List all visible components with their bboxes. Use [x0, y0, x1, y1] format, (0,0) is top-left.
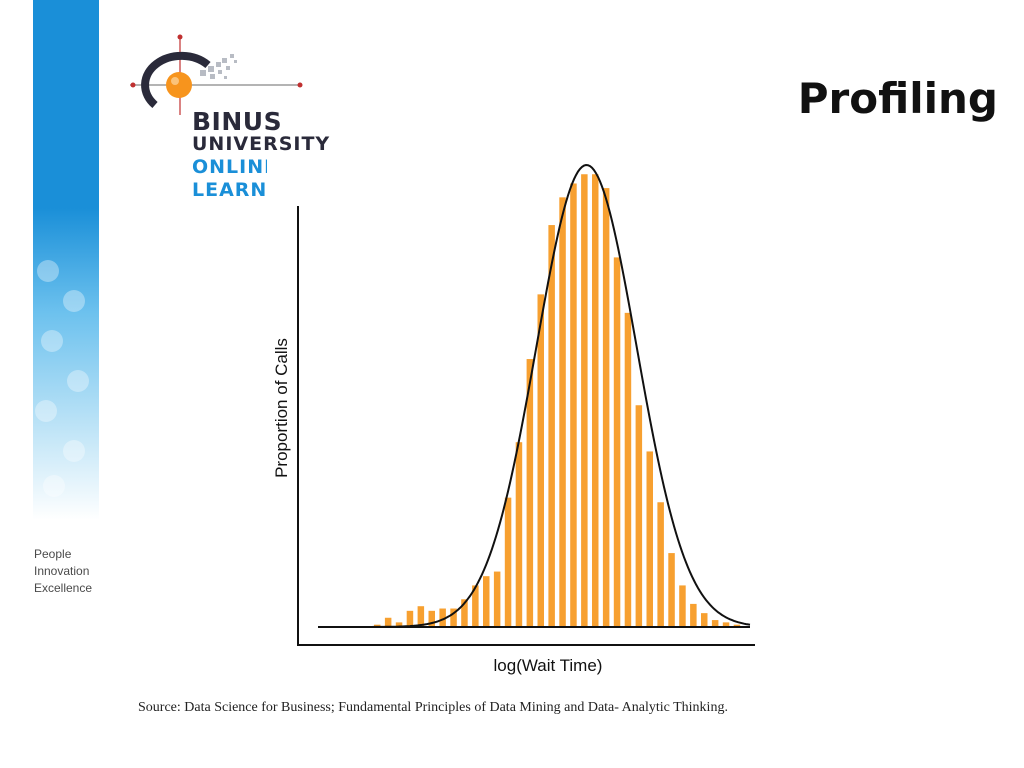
logo-binus: BINUS — [192, 107, 283, 136]
source-citation: Source: Data Science for Business; Funda… — [138, 700, 728, 716]
histogram-bar — [374, 624, 381, 627]
histogram-bar — [493, 571, 501, 627]
histogram-bar — [515, 442, 523, 627]
tagline-excellence: Excellence — [34, 581, 93, 595]
histogram-bar — [668, 553, 675, 627]
x-axis-label: log(Wait Time) — [494, 656, 603, 675]
histogram-bar — [395, 622, 403, 627]
histogram-bar — [722, 622, 730, 627]
brand-tagline: People Innovation Excellence — [34, 546, 92, 597]
histogram-bar — [581, 174, 588, 628]
histogram-bar — [406, 610, 414, 627]
binus-logo-icon — [130, 34, 303, 115]
y-axis-label: Proportion of Calls — [272, 338, 291, 478]
histogram-bar — [548, 225, 555, 627]
brand-stripe — [33, 0, 99, 520]
tagline-innovation: Innovation — [34, 564, 90, 578]
histogram-bar — [439, 608, 446, 627]
histogram-bar — [417, 606, 425, 627]
histogram-bar — [624, 312, 632, 627]
histogram-bar — [483, 576, 490, 627]
histogram-bar — [504, 497, 512, 627]
source-text: Data Science for Business; Fundamental P… — [180, 700, 728, 715]
logo-online: ONLINE — [192, 156, 267, 178]
normal-curve-line — [318, 163, 751, 628]
histogram-bar — [646, 451, 653, 627]
logo-wordmark: BINUS UNIVERSITY ONLINE LEARNING — [192, 107, 331, 202]
logo-learning: LEARNING — [192, 179, 267, 201]
histogram-bar — [733, 624, 741, 627]
histogram-bar — [635, 405, 643, 627]
histogram-bar — [592, 174, 599, 628]
histogram-bar — [613, 257, 621, 627]
brand-mosaic — [33, 250, 99, 520]
histogram-bar — [472, 585, 479, 627]
histogram-bar — [526, 359, 534, 627]
slide-title: Profiling — [797, 74, 998, 123]
histogram-bar — [450, 608, 457, 627]
histogram-bar — [559, 197, 566, 627]
histogram-bar — [570, 183, 577, 628]
histogram-bar — [602, 188, 610, 627]
histogram-bar — [428, 610, 435, 627]
histogram-bar — [701, 613, 708, 627]
histogram-bar — [679, 585, 686, 627]
tagline-people: People — [34, 547, 72, 561]
histogram-bar — [537, 294, 544, 627]
histogram-bar — [690, 603, 697, 627]
wait-time-histogram: log(Wait Time) Proportion of Calls — [272, 163, 755, 675]
histogram-bar — [711, 620, 719, 627]
source-label: Source: — [138, 700, 181, 715]
histogram-bar — [657, 502, 664, 627]
histogram-bar — [461, 599, 468, 627]
logo-university: UNIVERSITY — [192, 133, 331, 155]
histogram-bar — [384, 617, 392, 627]
